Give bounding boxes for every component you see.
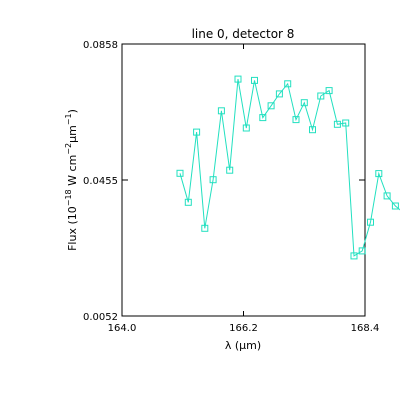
flux-series-line xyxy=(179,79,400,257)
data-point-3 xyxy=(201,224,209,232)
y-tick-label-2: 0.0858 xyxy=(83,40,118,51)
data-point-14 xyxy=(292,116,300,124)
data-point-6 xyxy=(226,166,234,174)
x-axis-ticks xyxy=(121,44,366,316)
y-tick-label-1: 0.0455 xyxy=(83,176,118,187)
x-axis-label-prefix: λ ( xyxy=(225,339,239,352)
flux-series-markers xyxy=(176,75,399,260)
data-point-15 xyxy=(300,99,308,107)
data-point-19 xyxy=(333,120,341,128)
data-point-4 xyxy=(209,176,217,184)
chart-title: line 0, detector 8 xyxy=(192,27,295,41)
data-point-5 xyxy=(217,107,225,115)
y-tick-label-0: 0.0052 xyxy=(83,312,118,323)
data-point-23 xyxy=(367,218,374,226)
y-axis-tick-labels: 0.0052 0.0455 0.0858 xyxy=(83,40,118,323)
data-point-8 xyxy=(242,124,250,132)
x-tick-label-0: 164.0 xyxy=(108,323,137,334)
data-point-0 xyxy=(176,169,184,177)
x-axis-label: λ (μm) xyxy=(225,339,261,352)
y-axis-label-exp2: −2 xyxy=(64,143,73,155)
data-point-2 xyxy=(193,128,201,136)
y-axis-label-exp3: −1 xyxy=(64,113,73,125)
plot-area-frame xyxy=(121,43,366,317)
x-axis-label-unit: μm xyxy=(239,339,257,352)
data-point-18 xyxy=(325,87,333,95)
data-point-22 xyxy=(358,247,366,255)
data-point-12 xyxy=(275,90,283,98)
x-tick-label-2: 168.4 xyxy=(351,323,380,334)
data-point-11 xyxy=(267,102,275,110)
data-point-24 xyxy=(375,170,383,178)
y-axis-ticks xyxy=(122,43,365,317)
y-axis-label-mid: W cm xyxy=(66,155,79,190)
data-point-7 xyxy=(234,75,242,83)
y-axis-label-suffix: ) xyxy=(66,109,79,113)
x-axis-label-suffix: ) xyxy=(257,339,261,352)
data-point-13 xyxy=(284,80,292,88)
y-axis-label-exp1: −18 xyxy=(64,189,73,206)
x-tick-label-1: 166.2 xyxy=(229,323,258,334)
y-axis-label: Flux (10−18 W cm−2μm−1) xyxy=(64,109,79,251)
data-point-25 xyxy=(383,192,391,200)
y-axis-label-unit: μm xyxy=(66,125,79,143)
data-point-9 xyxy=(251,76,258,84)
data-point-1 xyxy=(184,198,192,206)
data-point-16 xyxy=(309,126,316,134)
data-point-10 xyxy=(259,114,267,122)
x-axis-tick-labels: 164.0 166.2 168.4 xyxy=(108,323,380,334)
data-point-26 xyxy=(391,202,399,210)
data-point-21 xyxy=(350,252,358,260)
data-point-17 xyxy=(317,92,325,100)
data-point-20 xyxy=(342,119,350,127)
y-axis-label-prefix: Flux (10 xyxy=(66,206,79,251)
